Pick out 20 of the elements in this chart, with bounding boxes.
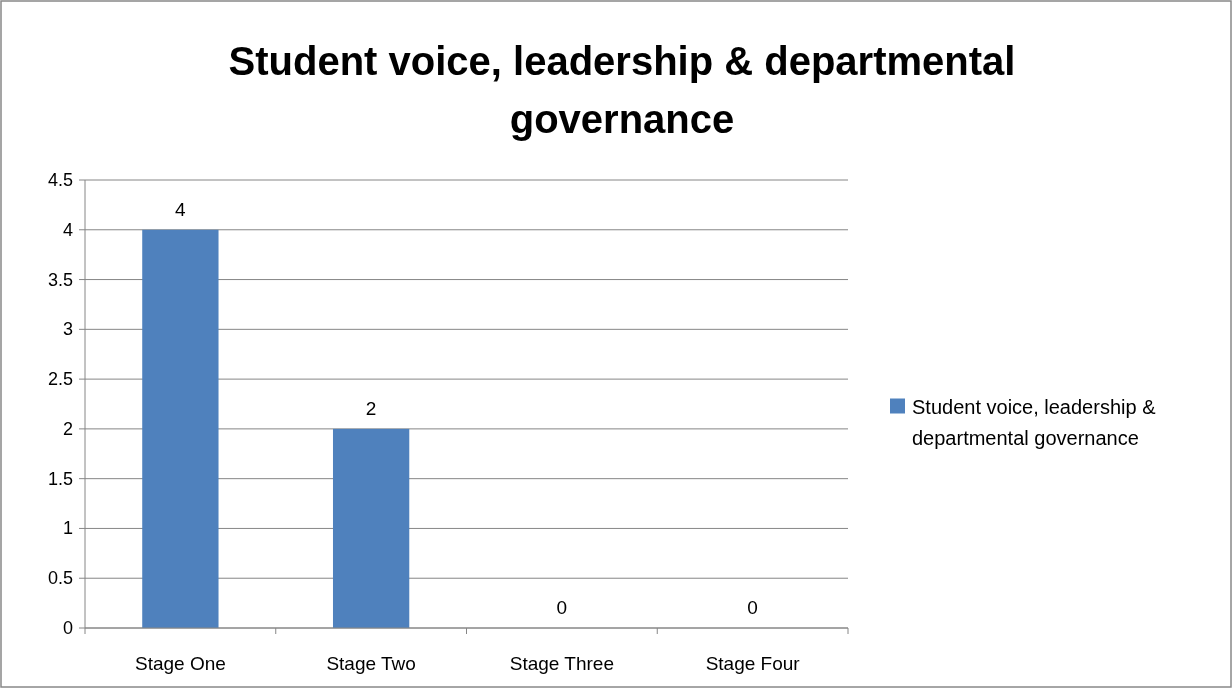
- y-tick-label: 3.5: [47, 269, 73, 290]
- chart-title: Student voice, leadership & departmental governance: [228, 39, 1016, 141]
- x-tick-label: Stage Four: [705, 653, 801, 674]
- y-tick-label: 0.5: [47, 568, 73, 589]
- x-tick-label: Stage Two: [326, 653, 416, 674]
- data-label: 0: [747, 597, 758, 618]
- data-label: 4: [175, 198, 187, 220]
- y-tick-label: 1.5: [47, 468, 73, 489]
- y-tick-label: 3: [62, 319, 73, 340]
- y-tick-label: 4: [62, 219, 73, 240]
- y-tick-label: 2: [62, 418, 73, 439]
- x-tick-label: Stage Three: [509, 653, 614, 674]
- y-tick-label: 0: [62, 618, 73, 638]
- y-tick-label: 2.5: [47, 369, 73, 390]
- y-tick-label: 1: [62, 518, 73, 539]
- data-label: 0: [556, 597, 568, 618]
- y-tick-label: 4.5: [47, 170, 73, 190]
- data-label: 2: [365, 397, 377, 419]
- x-tick-label: Stage One: [134, 653, 226, 674]
- legend-label: Student voice, leadership & departmental governance: [912, 395, 1157, 449]
